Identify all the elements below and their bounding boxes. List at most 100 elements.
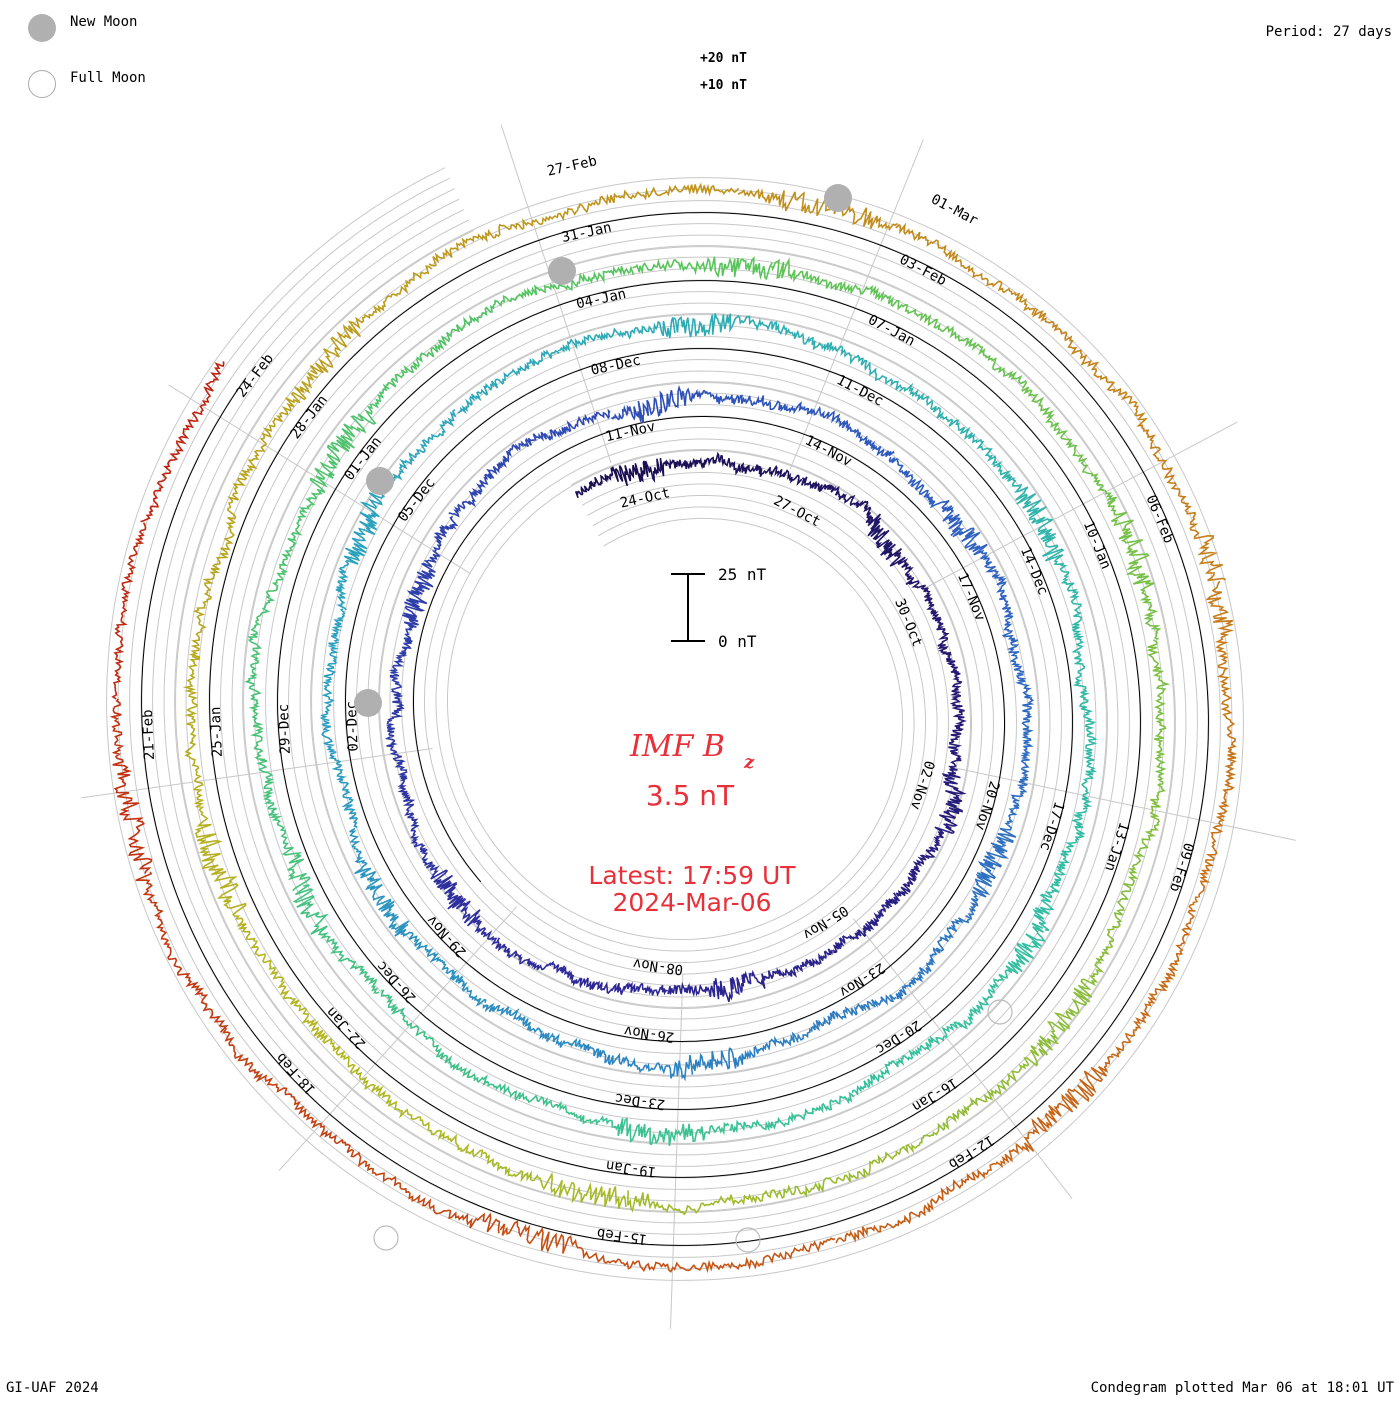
date-label: 11-Dec (834, 372, 886, 410)
imf-bz-trace-segment (796, 994, 897, 1041)
imf-bz-trace-segment (1079, 685, 1098, 810)
imf-bz-trace-segment (495, 937, 582, 987)
imf-bz-trace-segment (632, 255, 773, 281)
imf-bz-trace-segment (256, 759, 311, 892)
imf-bz-trace-segment (1188, 747, 1238, 911)
date-label: 05-Dec (395, 475, 439, 525)
full-moon-legend-icon (28, 70, 56, 98)
footer-plot-time: Condegram plotted Mar 06 at 18:01 UT (1090, 1380, 1394, 1396)
date-label: 31-Jan (560, 220, 613, 246)
date-label: 03-Feb (897, 252, 949, 290)
new-moon-marker (548, 257, 576, 285)
imf-bz-trace-segment (255, 498, 316, 626)
date-label: 24-Oct (619, 485, 672, 511)
imf-bz-trace-segment (919, 1045, 1040, 1144)
imf-bz-trace-segment (1059, 564, 1086, 687)
imf-bz-trace-segment (385, 299, 498, 388)
date-label: 23-Nov (836, 959, 887, 1000)
radial-grid-line (500, 124, 612, 463)
imf-bz-trace-segment (574, 460, 649, 499)
date-label: 17-Dec (1036, 800, 1067, 853)
imf-bz-trace-segment (476, 1074, 601, 1126)
imf-bz-trace-segment (244, 623, 266, 761)
imf-bz-trace-segment (482, 1151, 627, 1209)
imf-bz-trace-segment (292, 884, 380, 994)
grid-spiral (117, 177, 1233, 1270)
date-label: 26-Nov (623, 1022, 675, 1045)
imf-bz-trace-segment (221, 1027, 351, 1153)
imf-bz-trace-segment (309, 265, 433, 375)
imf-bz-trace-segment (308, 383, 390, 500)
new-moon-marker (824, 184, 852, 212)
imf-bz-trace-segment (355, 1066, 484, 1158)
imf-bz-trace-segment (585, 1043, 694, 1082)
imf-bz-trace-segment (496, 265, 635, 308)
date-label: 30-Oct (891, 596, 925, 649)
grid-spiral (152, 209, 1198, 1235)
imf-bz-trace-segment (952, 527, 1014, 618)
imf-bz-trace-segment (194, 810, 260, 956)
imf-bz-trace-segment (397, 783, 440, 872)
full-moon-marker (987, 999, 1013, 1025)
imf-bz-trace-segment (321, 719, 358, 829)
imf-bz-trace-segment (558, 317, 676, 353)
imf-bz-trace-segment (499, 1220, 668, 1272)
imf-bz-trace-segment (751, 948, 833, 989)
imf-bz-trace-segment (1110, 909, 1196, 1058)
date-label: 19-Jan (605, 1157, 657, 1180)
grid-spiral (129, 188, 1221, 1258)
imf-bz-trace-segment (895, 917, 971, 1000)
imf-bz-trace-segment (1107, 499, 1162, 640)
imf-bz-trace-segment (448, 443, 521, 518)
imf-bz-trace-segment (777, 1142, 921, 1200)
imf-bz-trace-segment (1001, 616, 1035, 720)
radial-grid-line (80, 747, 433, 799)
date-label: 21-Feb (140, 709, 158, 760)
amplitude-label: +10 nT (700, 78, 747, 93)
date-label: 02-Dec (344, 701, 362, 752)
date-label: 11-Nov (604, 419, 657, 445)
grid-spiral (140, 198, 1210, 1247)
zero-baseline-spiral (141, 212, 1209, 1246)
period-label: Period: 27 days (1265, 24, 1392, 40)
imf-bz-trace-segment (599, 1115, 730, 1146)
imf-bz-trace-segment (914, 584, 953, 661)
imf-bz-trace-segment (388, 598, 426, 694)
imf-bz-trace-segment (430, 869, 498, 946)
center-latest-date: 2024-Mar-06 (612, 888, 771, 917)
radial-grid-line (278, 906, 518, 1172)
grid-spiral (175, 230, 1175, 1212)
imf-bz-trace-segment (895, 222, 1036, 316)
imf-bz-trace-segment (867, 513, 920, 588)
date-label: 12-Feb (946, 1131, 997, 1172)
imf-bz-trace-segment (993, 460, 1065, 567)
imf-bz-trace-segment (482, 1002, 586, 1051)
amplitude-label: +20 nT (700, 51, 747, 66)
imf-bz-trace-segment (988, 1055, 1114, 1171)
imf-bz-trace-segment (1036, 925, 1120, 1057)
imf-bz-trace-segment (140, 361, 225, 523)
imf-bz-trace-segment (946, 658, 967, 742)
imf-bz-trace-segment (1032, 809, 1088, 932)
imf-bz-trace-segment (319, 608, 346, 722)
center-title-subscript: z (743, 752, 755, 773)
imf-bz-trace-segment (800, 476, 874, 524)
imf-bz-trace-segment (349, 827, 410, 934)
imf-bz-trace-segment (182, 655, 205, 812)
imf-bz-trace-segment (1113, 783, 1167, 927)
radial-grid-line (852, 918, 1073, 1199)
date-label: 20-Nov (972, 779, 1003, 832)
full-moon-marker (373, 1225, 399, 1251)
date-label: 15-Feb (596, 1225, 648, 1248)
imf-bz-trace-segment (957, 922, 1047, 1030)
imf-bz-trace-segment (851, 1021, 963, 1096)
date-label: 08-Nov (632, 955, 684, 978)
imf-bz-trace-segment (518, 408, 611, 448)
date-label: 24-Feb (234, 351, 278, 401)
imf-bz-trace-segment (729, 1091, 855, 1134)
full-moon-legend-label: Full Moon (70, 70, 146, 86)
imf-bz-trace-segment (380, 989, 478, 1082)
imf-bz-trace-segment (1021, 386, 1117, 505)
imf-bz-trace-segment (135, 871, 229, 1033)
